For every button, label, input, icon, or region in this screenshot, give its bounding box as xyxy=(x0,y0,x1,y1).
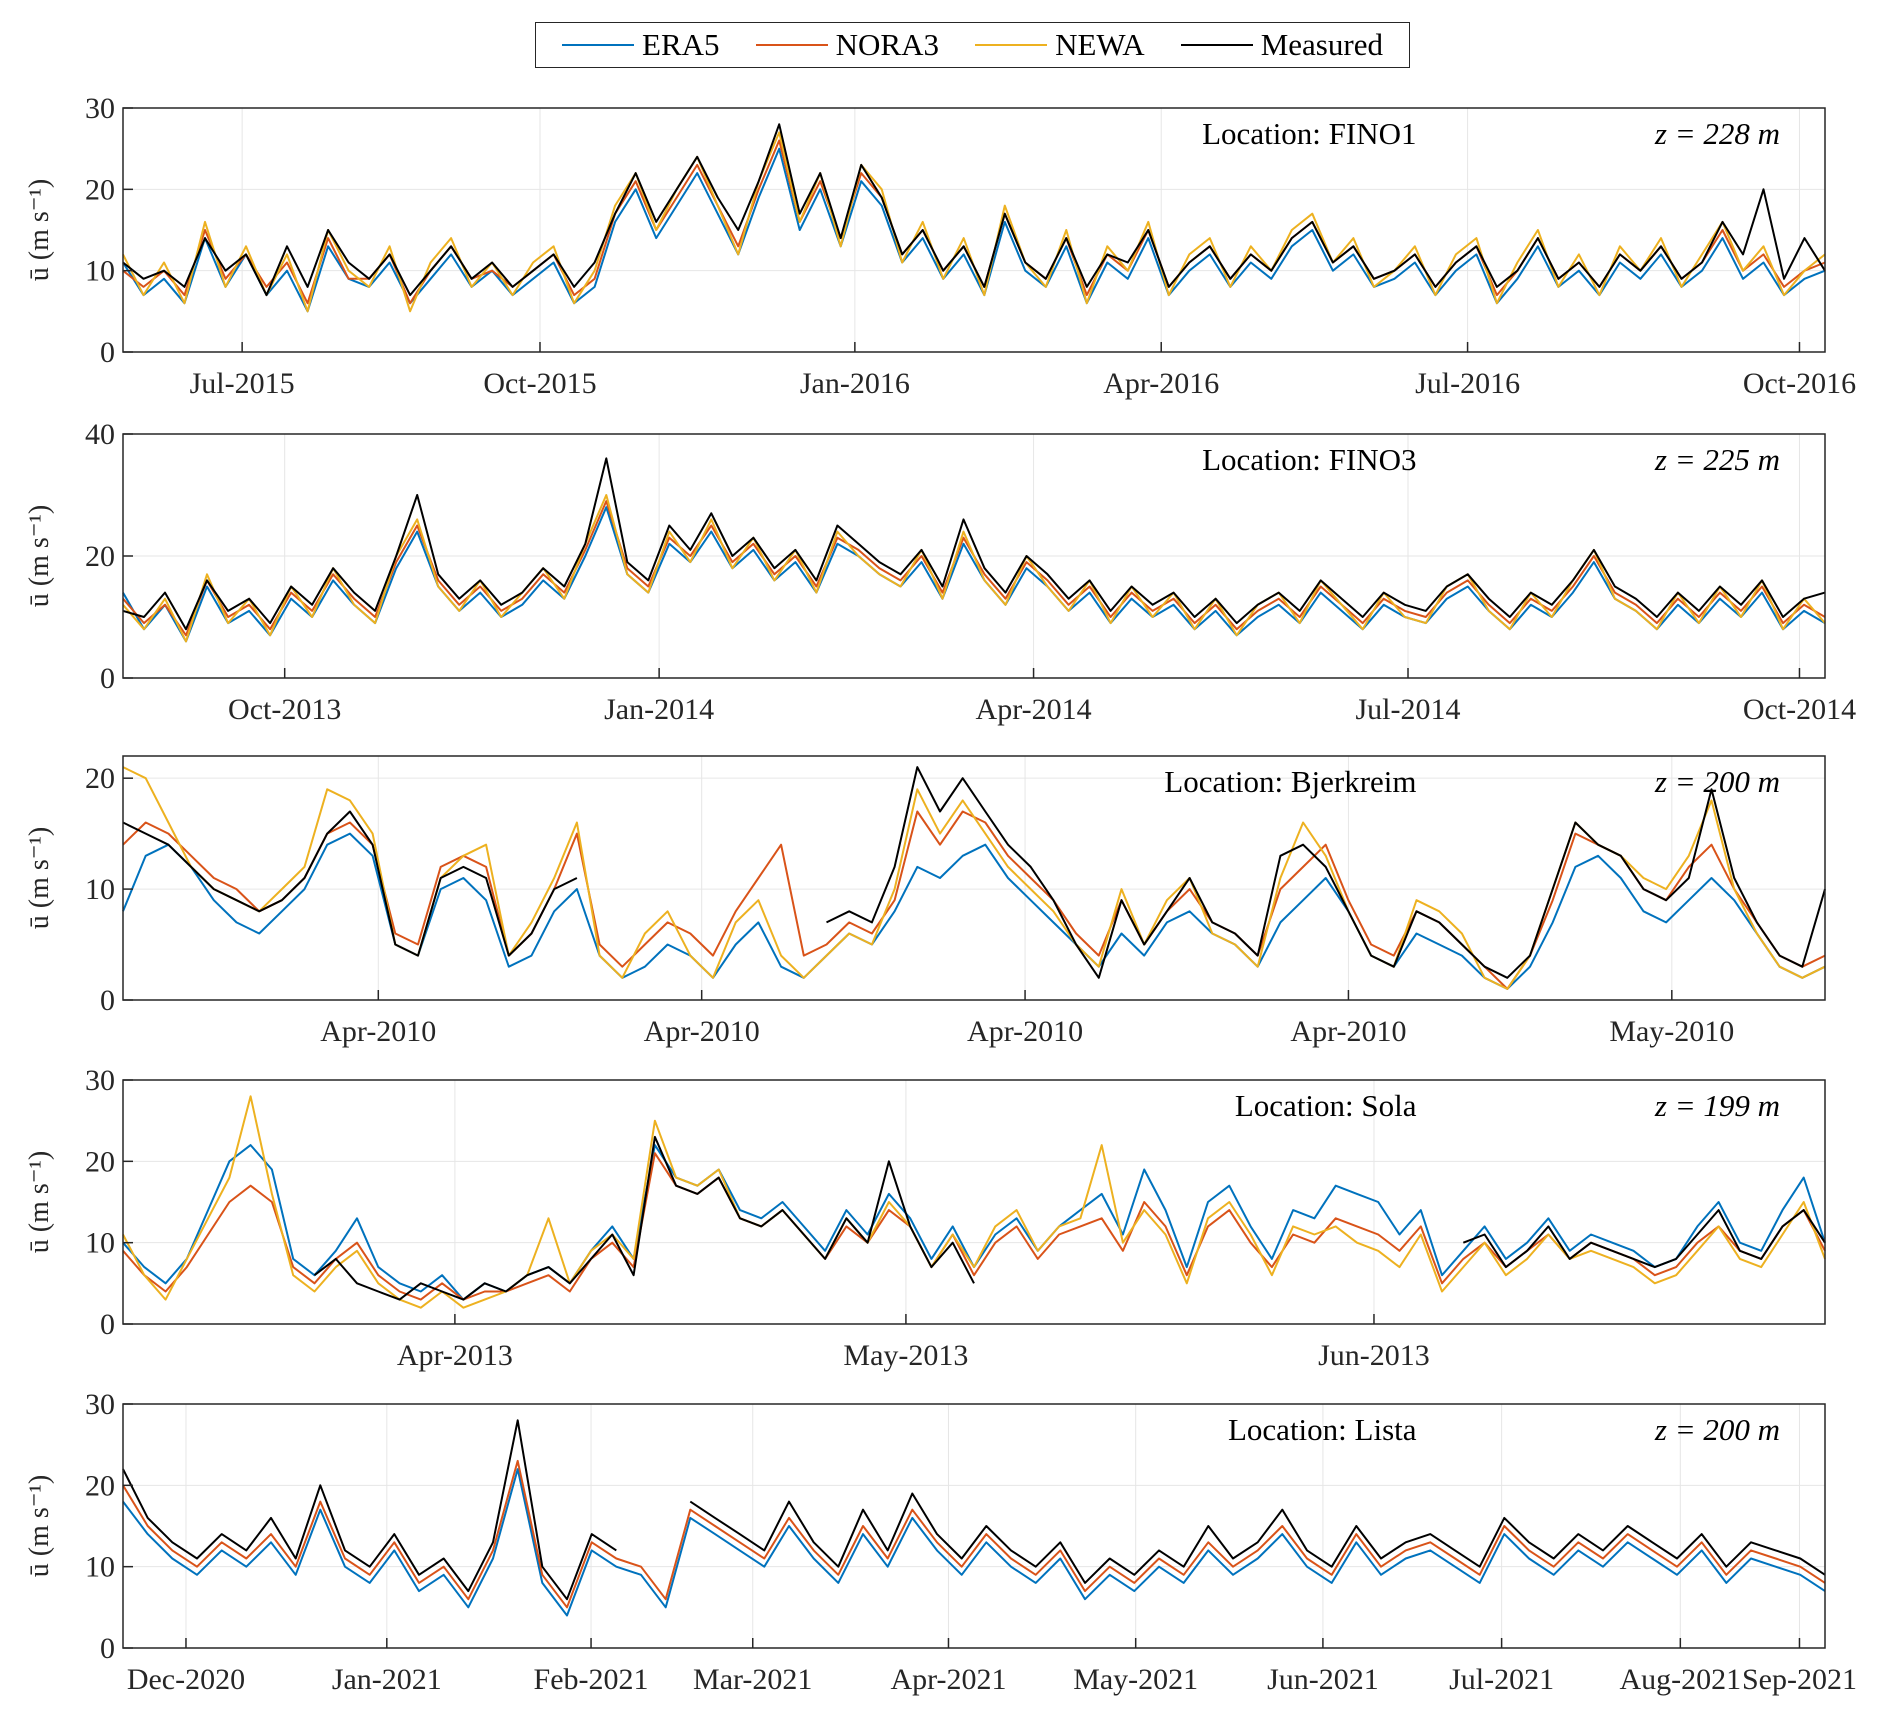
series-line-measured xyxy=(122,766,1826,979)
series-line-measured xyxy=(122,123,1826,297)
y-tick-label: 20 xyxy=(85,1469,115,1502)
y-tick-label: 0 xyxy=(100,984,115,1017)
legend-item-measured: Measured xyxy=(1180,27,1383,63)
y-tick-label: 0 xyxy=(100,662,115,695)
y-tick-label: 30 xyxy=(85,92,115,125)
legend-label-newa: NEWA xyxy=(1055,27,1145,62)
legend-swatch-era5 xyxy=(562,44,635,46)
legend: ERA5 NORA3 NEWA Measured xyxy=(535,22,1410,68)
height-label: z = 228 m xyxy=(1654,116,1780,151)
plot-frame xyxy=(122,1403,1826,1649)
x-tick-label: Oct-2015 xyxy=(483,367,596,400)
series-line-newa xyxy=(122,1095,1826,1309)
x-tick-label: Oct-2016 xyxy=(1743,367,1856,400)
series-line-era5 xyxy=(122,1468,1826,1617)
legend-label-nora3: NORA3 xyxy=(835,27,939,62)
x-tick-label: Apr-2010 xyxy=(1290,1015,1406,1048)
location-label: Location: Sola xyxy=(1235,1088,1417,1123)
location-label: Location: FINO3 xyxy=(1202,442,1416,477)
y-tick-label: 40 xyxy=(85,418,115,451)
x-tick-label: Jan-2016 xyxy=(800,367,910,400)
x-tick-label: Apr-2010 xyxy=(320,1015,436,1048)
plot-area xyxy=(123,756,1825,1000)
x-tick-label: May-2010 xyxy=(1609,1015,1734,1048)
x-tick-label: Jun-2013 xyxy=(1318,1339,1430,1372)
height-label: z = 199 m xyxy=(1654,1088,1780,1123)
height-label: z = 225 m xyxy=(1654,442,1780,477)
height-label: z = 200 m xyxy=(1654,764,1780,799)
series-line-measured xyxy=(122,1419,1826,1601)
panel-4: 0 10 20 30 Apr-2013 May-2013 Jun-2013 ū (m s⁻¹)… xyxy=(24,1064,1826,1372)
plot-frame xyxy=(122,755,1826,1001)
location-label: Location: FINO1 xyxy=(1202,116,1416,151)
x-tick-label: Apr-2013 xyxy=(397,1339,513,1372)
plot-area xyxy=(123,108,1825,352)
y-tick-label: 0 xyxy=(100,336,115,369)
legend-item-nora3: NORA3 xyxy=(755,27,939,63)
y-tick-label: 10 xyxy=(85,1227,115,1260)
legend-item-era5: ERA5 xyxy=(562,27,720,63)
x-tick-label: Jan-2014 xyxy=(604,693,714,726)
x-tick-label: Apr-2014 xyxy=(976,693,1092,726)
x-tick-label: Jan-2021 xyxy=(332,1663,442,1696)
x-tick-label: May-2013 xyxy=(843,1339,968,1372)
x-tick-label: Jun-2021 xyxy=(1267,1663,1379,1696)
x-tick-label: Oct-2014 xyxy=(1743,693,1856,726)
x-tick-label: Jul-2015 xyxy=(190,367,295,400)
plot-frame xyxy=(122,1079,1826,1325)
legend-swatch-nora3 xyxy=(755,44,828,46)
x-tick-label: Apr-2016 xyxy=(1103,367,1219,400)
y-tick-label: 20 xyxy=(85,540,115,573)
series-line-nora3 xyxy=(122,1459,1826,1609)
y-tick-label: 30 xyxy=(85,1388,115,1421)
legend-item-newa: NEWA xyxy=(975,27,1145,63)
series-line-measured xyxy=(313,1135,1826,1301)
panel-3: 0 10 20 Apr-2010 Apr-2010 Apr-2010 Apr-2010 May… xyxy=(24,755,1826,1048)
x-tick-label: May-2021 xyxy=(1073,1663,1198,1696)
y-axis-label: ū (m s⁻¹) xyxy=(24,827,55,930)
y-tick-label: 10 xyxy=(85,255,115,288)
panel-2: 0 20 40 Oct-2013 Jan-2014 Apr-2014 Jul-2014 Oct… xyxy=(24,418,1856,726)
x-tick-label: Apr-2010 xyxy=(967,1015,1083,1048)
x-tick-label: Jul-2016 xyxy=(1415,367,1520,400)
height-label: z = 200 m xyxy=(1654,1412,1780,1447)
x-tick-label: Jul-2021 xyxy=(1449,1663,1554,1696)
y-tick-label: 10 xyxy=(85,1551,115,1584)
x-tick-label: Aug-2021 xyxy=(1620,1663,1742,1696)
y-tick-label: 10 xyxy=(85,873,115,906)
series-line-measured xyxy=(122,457,1826,631)
y-tick-label: 20 xyxy=(85,1145,115,1178)
x-tick-label: Feb-2021 xyxy=(534,1663,649,1696)
location-label: Location: Bjerkreim xyxy=(1164,764,1416,799)
y-tick-label: 20 xyxy=(85,173,115,206)
y-axis-label: ū (m s⁻¹) xyxy=(24,179,55,282)
x-tick-label: Sep-2021 xyxy=(1742,1663,1857,1696)
plot-area xyxy=(123,1404,1825,1648)
x-tick-label: Dec-2020 xyxy=(127,1663,245,1696)
series-line-newa xyxy=(122,494,1826,643)
x-tick-label: Apr-2021 xyxy=(890,1663,1006,1696)
legend-label-era5: ERA5 xyxy=(642,27,720,62)
legend-label-measured: Measured xyxy=(1260,27,1383,62)
panel-5: 0 10 20 30 Dec-2020 Jan-2021 Feb-2021 Mar-2021 A… xyxy=(24,1388,1857,1696)
plot-frame xyxy=(122,107,1826,353)
legend-swatch-measured xyxy=(1180,44,1253,46)
y-axis-label: ū (m s⁻¹) xyxy=(24,1475,55,1578)
y-tick-label: 20 xyxy=(85,762,115,795)
location-label: Location: Lista xyxy=(1228,1412,1417,1447)
x-tick-label: Apr-2010 xyxy=(644,1015,760,1048)
y-tick-label: 0 xyxy=(100,1632,115,1665)
x-tick-label: Oct-2013 xyxy=(228,693,341,726)
legend-swatch-newa xyxy=(975,44,1048,46)
y-axis-label: ū (m s⁻¹) xyxy=(24,505,55,608)
x-tick-label: Jul-2014 xyxy=(1356,693,1461,726)
x-tick-label: Mar-2021 xyxy=(693,1663,812,1696)
plot-area xyxy=(123,1080,1825,1324)
series-line-era5 xyxy=(122,506,1826,643)
panel-1: 0 10 20 30 Jul-2015 Oct-2015 Jan-2016 Apr-2016 J… xyxy=(24,92,1856,400)
y-tick-label: 0 xyxy=(100,1308,115,1341)
y-axis-label: ū (m s⁻¹) xyxy=(24,1151,55,1254)
y-tick-label: 30 xyxy=(85,1064,115,1097)
